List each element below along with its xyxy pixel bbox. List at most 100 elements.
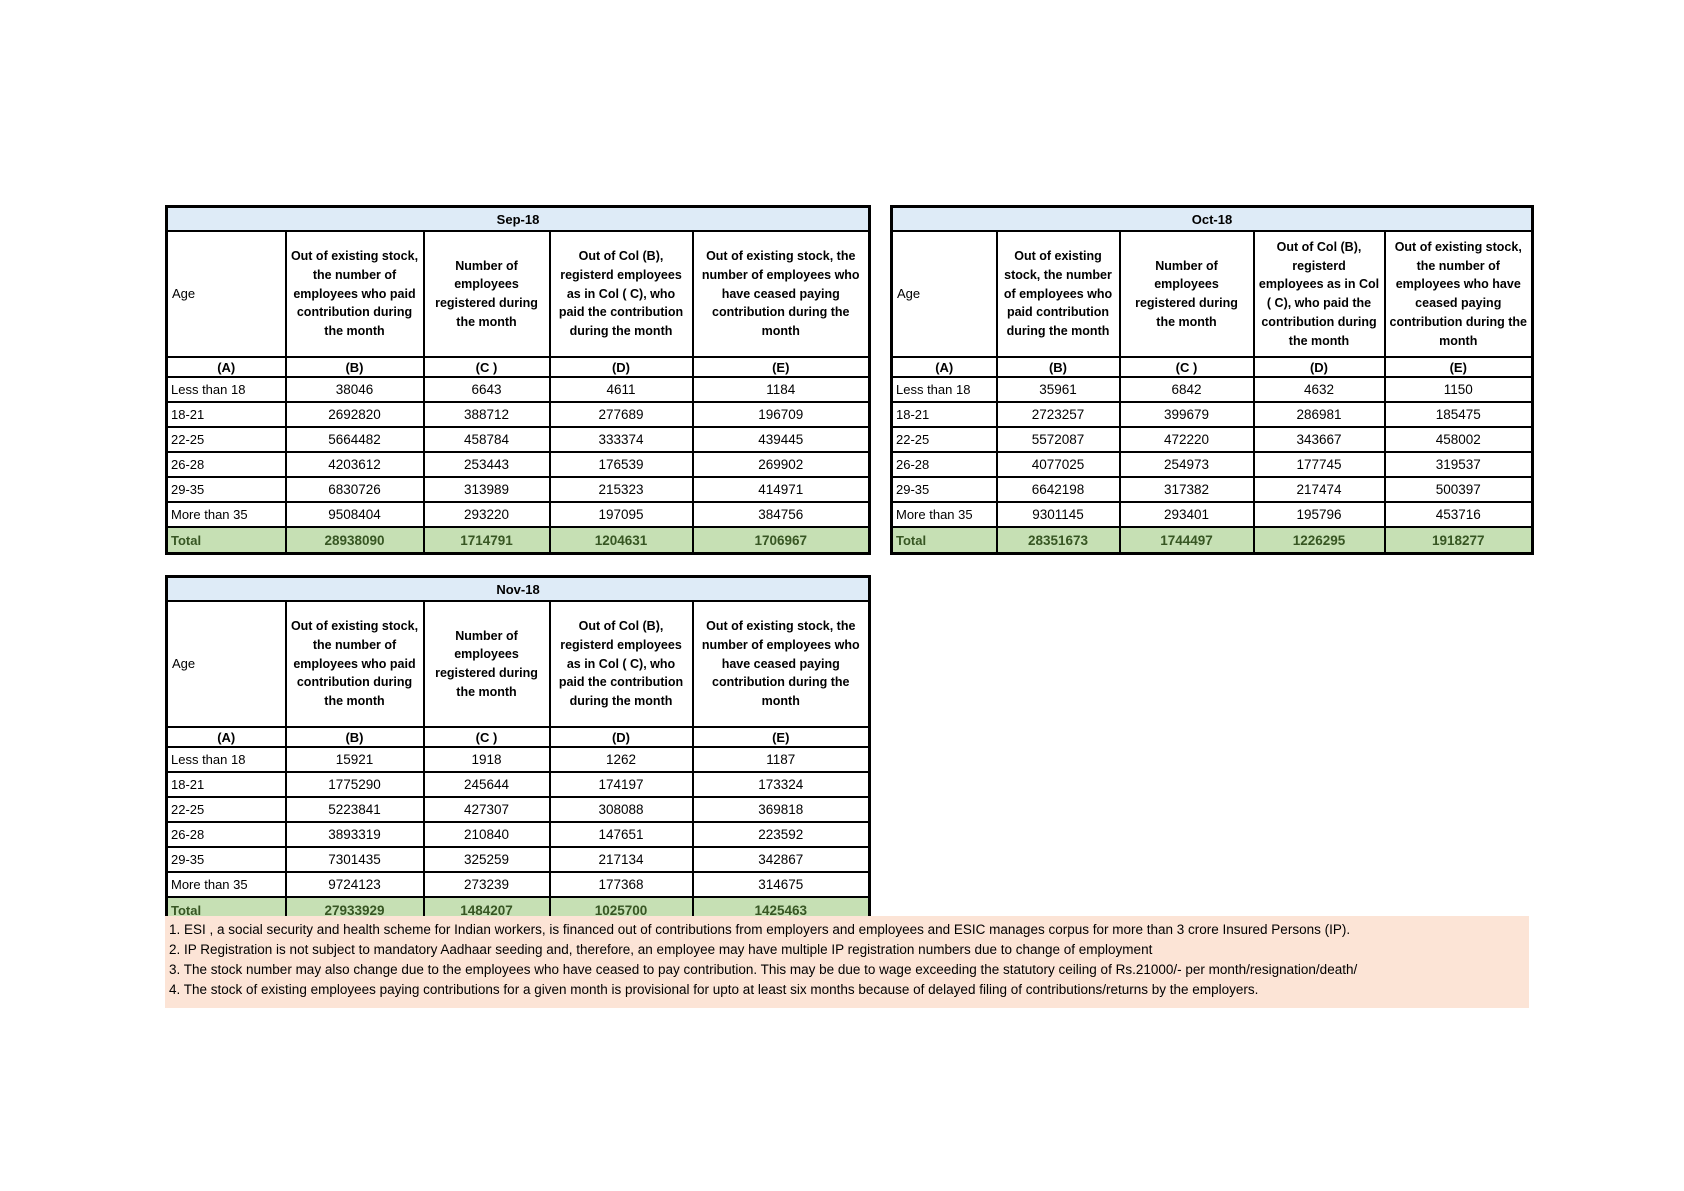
col-header-registered-paid: Out of Col (B), registerd employees as i… bbox=[548, 230, 694, 358]
table-row: 29-35 6830726 313989 215323 414971 bbox=[165, 476, 871, 503]
col-letter-d: (D) bbox=[548, 356, 694, 378]
age-group-label: 29-35 bbox=[890, 476, 998, 503]
total-row: Total 28938090 1714791 1204631 1706967 bbox=[165, 526, 871, 555]
age-group-label: 22-25 bbox=[165, 426, 287, 453]
value-cell: 273239 bbox=[422, 871, 551, 898]
column-letters-row: (A) (B) (C ) (D) (E) bbox=[890, 356, 1534, 378]
col-header-registered: Number of employees registered during th… bbox=[1118, 230, 1255, 358]
value-cell: 147651 bbox=[548, 821, 694, 848]
age-group-label: 26-28 bbox=[890, 451, 998, 478]
value-cell: 9724123 bbox=[284, 871, 425, 898]
value-cell: 217134 bbox=[548, 846, 694, 873]
column-letters-row: (A) (B) (C ) (D) (E) bbox=[165, 726, 871, 748]
age-group-label: 29-35 bbox=[165, 476, 287, 503]
value-cell: 325259 bbox=[422, 846, 551, 873]
value-cell: 176539 bbox=[548, 451, 694, 478]
table-row: More than 35 9724123 273239 177368 314675 bbox=[165, 871, 871, 898]
table-oct-18: Oct-18 Age Out of existing stock, the nu… bbox=[890, 205, 1535, 555]
value-cell: 399679 bbox=[1118, 401, 1255, 428]
table-row: 29-35 6642198 317382 217474 500397 bbox=[890, 476, 1534, 503]
value-cell: 1918 bbox=[422, 746, 551, 773]
value-cell: 5664482 bbox=[284, 426, 425, 453]
age-group-label: Less than 18 bbox=[890, 376, 998, 403]
value-cell: 5572087 bbox=[995, 426, 1121, 453]
age-group-label: More than 35 bbox=[890, 501, 998, 528]
value-cell: 245644 bbox=[422, 771, 551, 798]
total-label: Total bbox=[890, 526, 998, 555]
col-header-paid-contribution: Out of existing stock, the number of emp… bbox=[284, 600, 425, 728]
table-row: Less than 18 35961 6842 4632 1150 bbox=[890, 376, 1534, 403]
table-body: Less than 18 15921 1918 1262 1187 18-21 177529… bbox=[165, 746, 871, 925]
col-letter-a: (A) bbox=[165, 356, 287, 378]
value-cell: 472220 bbox=[1118, 426, 1255, 453]
col-letter-d: (D) bbox=[548, 726, 694, 748]
value-cell: 1744497 bbox=[1118, 526, 1255, 555]
value-cell: 342867 bbox=[691, 846, 871, 873]
value-cell: 254973 bbox=[1118, 451, 1255, 478]
col-header-registered: Number of employees registered during th… bbox=[422, 230, 551, 358]
value-cell: 458784 bbox=[422, 426, 551, 453]
value-cell: 277689 bbox=[548, 401, 694, 428]
value-cell: 253443 bbox=[422, 451, 551, 478]
table-row: 26-28 4077025 254973 177745 319537 bbox=[890, 451, 1534, 478]
value-cell: 333374 bbox=[548, 426, 694, 453]
table-sep-18: Sep-18 Age Out of existing stock, the nu… bbox=[165, 205, 871, 555]
value-cell: 28351673 bbox=[995, 526, 1121, 555]
value-cell: 4632 bbox=[1252, 376, 1386, 403]
table-row: Less than 18 38046 6643 4611 1184 bbox=[165, 376, 871, 403]
age-group-label: 22-25 bbox=[890, 426, 998, 453]
value-cell: 369818 bbox=[691, 796, 871, 823]
value-cell: 6830726 bbox=[284, 476, 425, 503]
table-row: 22-25 5223841 427307 308088 369818 bbox=[165, 796, 871, 823]
age-group-label: More than 35 bbox=[165, 871, 287, 898]
table-row: 22-25 5572087 472220 343667 458002 bbox=[890, 426, 1534, 453]
value-cell: 197095 bbox=[548, 501, 694, 528]
value-cell: 2692820 bbox=[284, 401, 425, 428]
col-letter-c: (C ) bbox=[422, 356, 551, 378]
value-cell: 15921 bbox=[284, 746, 425, 773]
value-cell: 1226295 bbox=[1252, 526, 1386, 555]
value-cell: 210840 bbox=[422, 821, 551, 848]
value-cell: 217474 bbox=[1252, 476, 1386, 503]
value-cell: 196709 bbox=[691, 401, 871, 428]
age-group-label: 26-28 bbox=[165, 821, 287, 848]
value-cell: 1714791 bbox=[422, 526, 551, 555]
table-body: Less than 18 38046 6643 4611 1184 18-21 269282… bbox=[165, 376, 871, 555]
total-label: Total bbox=[165, 526, 287, 555]
value-cell: 1775290 bbox=[284, 771, 425, 798]
column-header-row: Age Out of existing stock, the number of… bbox=[890, 230, 1534, 358]
value-cell: 319537 bbox=[1383, 451, 1534, 478]
value-cell: 427307 bbox=[422, 796, 551, 823]
value-cell: 223592 bbox=[691, 821, 871, 848]
value-cell: 1187 bbox=[691, 746, 871, 773]
value-cell: 173324 bbox=[691, 771, 871, 798]
value-cell: 458002 bbox=[1383, 426, 1534, 453]
table-row: More than 35 9301145 293401 195796 453716 bbox=[890, 501, 1534, 528]
table-nov-18: Nov-18 Age Out of existing stock, the nu… bbox=[165, 575, 872, 925]
value-cell: 293401 bbox=[1118, 501, 1255, 528]
value-cell: 4203612 bbox=[284, 451, 425, 478]
age-group-label: 26-28 bbox=[165, 451, 287, 478]
col-letter-b: (B) bbox=[284, 726, 425, 748]
value-cell: 174197 bbox=[548, 771, 694, 798]
value-cell: 4611 bbox=[548, 376, 694, 403]
footnote-4: 4. The stock of existing employees payin… bbox=[169, 982, 1259, 997]
value-cell: 6642198 bbox=[995, 476, 1121, 503]
value-cell: 4077025 bbox=[995, 451, 1121, 478]
col-header-paid-contribution: Out of existing stock, the number of emp… bbox=[284, 230, 425, 358]
month-header-row: Nov-18 bbox=[165, 575, 871, 602]
value-cell: 269902 bbox=[691, 451, 871, 478]
value-cell: 1706967 bbox=[691, 526, 871, 555]
col-letter-e: (E) bbox=[691, 356, 871, 378]
table-row: 22-25 5664482 458784 333374 439445 bbox=[165, 426, 871, 453]
column-header-row: Age Out of existing stock, the number of… bbox=[165, 600, 871, 728]
month-title: Nov-18 bbox=[165, 575, 871, 602]
table-row: 18-21 1775290 245644 174197 173324 bbox=[165, 771, 871, 798]
age-group-label: 29-35 bbox=[165, 846, 287, 873]
value-cell: 195796 bbox=[1252, 501, 1386, 528]
value-cell: 5223841 bbox=[284, 796, 425, 823]
value-cell: 384756 bbox=[691, 501, 871, 528]
col-letter-a: (A) bbox=[890, 356, 998, 378]
value-cell: 2723257 bbox=[995, 401, 1121, 428]
